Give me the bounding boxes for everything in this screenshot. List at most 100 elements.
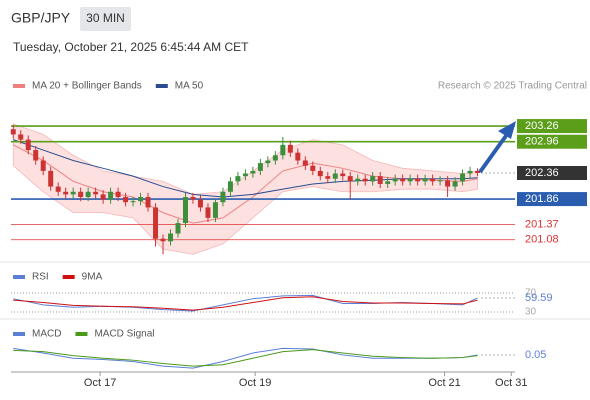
candle-body [48, 170, 54, 187]
x-tick-label: Oct 31 [495, 377, 527, 389]
price-label-box [517, 134, 587, 149]
arrow-shaft [478, 131, 510, 174]
candle-body [400, 178, 406, 182]
candle-body [123, 196, 129, 203]
legend-swatch [13, 275, 25, 279]
candle-body [138, 196, 144, 202]
legend-label: MA 50 [175, 81, 204, 92]
y-tick-label: 30 [525, 307, 537, 318]
candle-body [325, 176, 331, 179]
candle-body [25, 139, 31, 151]
candle-body [63, 191, 69, 195]
candle-body [310, 165, 316, 171]
candle-body [160, 238, 166, 242]
symbol: GBP/JPY [11, 10, 71, 26]
candle-body [370, 176, 376, 182]
legend-swatch [62, 275, 75, 279]
candle-body [242, 173, 248, 177]
candle-body [18, 134, 24, 140]
candle-body [340, 173, 346, 177]
legend-swatch [155, 84, 168, 88]
candle-body [332, 173, 338, 179]
candle-body [115, 191, 121, 197]
candle-body [100, 194, 106, 200]
legend-label: MA 20 + Bollinger Bands [32, 81, 142, 92]
indicator-value: 0.05 [525, 349, 546, 361]
candle-body [302, 160, 308, 166]
legend-swatch [75, 332, 88, 336]
candle-body [460, 173, 466, 182]
candle-body [227, 181, 233, 192]
candle-body [145, 196, 151, 208]
timeframe-badge[interactable] [80, 7, 131, 31]
candle-body [205, 207, 211, 218]
legend-swatch [13, 332, 25, 336]
candle-body [85, 191, 91, 197]
candle-body [355, 178, 361, 182]
candle-body [287, 144, 293, 153]
legend-label: 9MA [82, 272, 103, 283]
candle-body [168, 233, 174, 242]
indicator-line [13, 296, 478, 311]
candle-body [377, 176, 383, 184]
legend-label: RSI [32, 272, 49, 283]
candle-body [250, 170, 256, 174]
candle-body [392, 178, 398, 182]
candle-body [153, 207, 159, 239]
price-label: 202.96 [525, 136, 559, 148]
indicator-value: 59.59 [525, 292, 553, 304]
candle-body [197, 199, 203, 208]
price-label: 201.37 [525, 219, 559, 231]
timeframe[interactable]: 30 MIN [86, 11, 125, 25]
price-label: 202.36 [525, 167, 559, 179]
arrow [478, 121, 516, 174]
candle-body [415, 178, 421, 182]
x-tick-label: Oct 21 [428, 377, 460, 389]
price-label: 201.08 [525, 234, 559, 246]
candle-body [280, 144, 286, 156]
candle-body [190, 196, 196, 200]
candle-body [347, 176, 353, 182]
price-label: 201.86 [525, 193, 559, 205]
candle-body [220, 191, 226, 203]
price-label: 203.26 [525, 120, 559, 132]
candle-body [175, 223, 181, 234]
candle-body [437, 180, 443, 182]
legend-label: MACD Signal [94, 329, 154, 340]
candle-body [467, 170, 473, 174]
candle-body [33, 150, 39, 161]
candle-body [70, 191, 76, 195]
candle-body [475, 170, 481, 174]
candle-body [407, 178, 413, 182]
candle-body [235, 176, 241, 182]
candle-body [422, 178, 428, 182]
candle-body [257, 163, 263, 171]
candle-body [212, 202, 218, 218]
candle-body [40, 160, 46, 171]
candle-body [182, 196, 188, 224]
candle-body [108, 191, 114, 200]
candle-body [93, 191, 99, 195]
candle-body [78, 191, 84, 197]
candle-body [265, 160, 271, 164]
candle-body [10, 129, 16, 135]
note: Research © 2025 Trading Central [438, 81, 587, 92]
indicator-line [13, 349, 478, 367]
candle-body [130, 201, 136, 203]
candle-body [317, 170, 323, 177]
candle-body [55, 186, 61, 192]
legend-swatch [13, 84, 25, 88]
x-tick-label: Oct 17 [84, 377, 116, 389]
candle-body [385, 181, 391, 184]
price-label-box [517, 192, 587, 207]
candle-body [445, 180, 451, 187]
x-tick-label: Oct 19 [239, 377, 271, 389]
candle-body [295, 152, 301, 161]
candle-body [272, 155, 278, 161]
price-label-box [517, 166, 587, 181]
arrow-head [498, 121, 516, 139]
date: Tuesday, October 21, 2025 6:45:44 AM CET [13, 40, 249, 54]
candle-body [362, 178, 368, 182]
y-tick-label: 70 [525, 288, 537, 299]
price-label-box [517, 119, 587, 134]
